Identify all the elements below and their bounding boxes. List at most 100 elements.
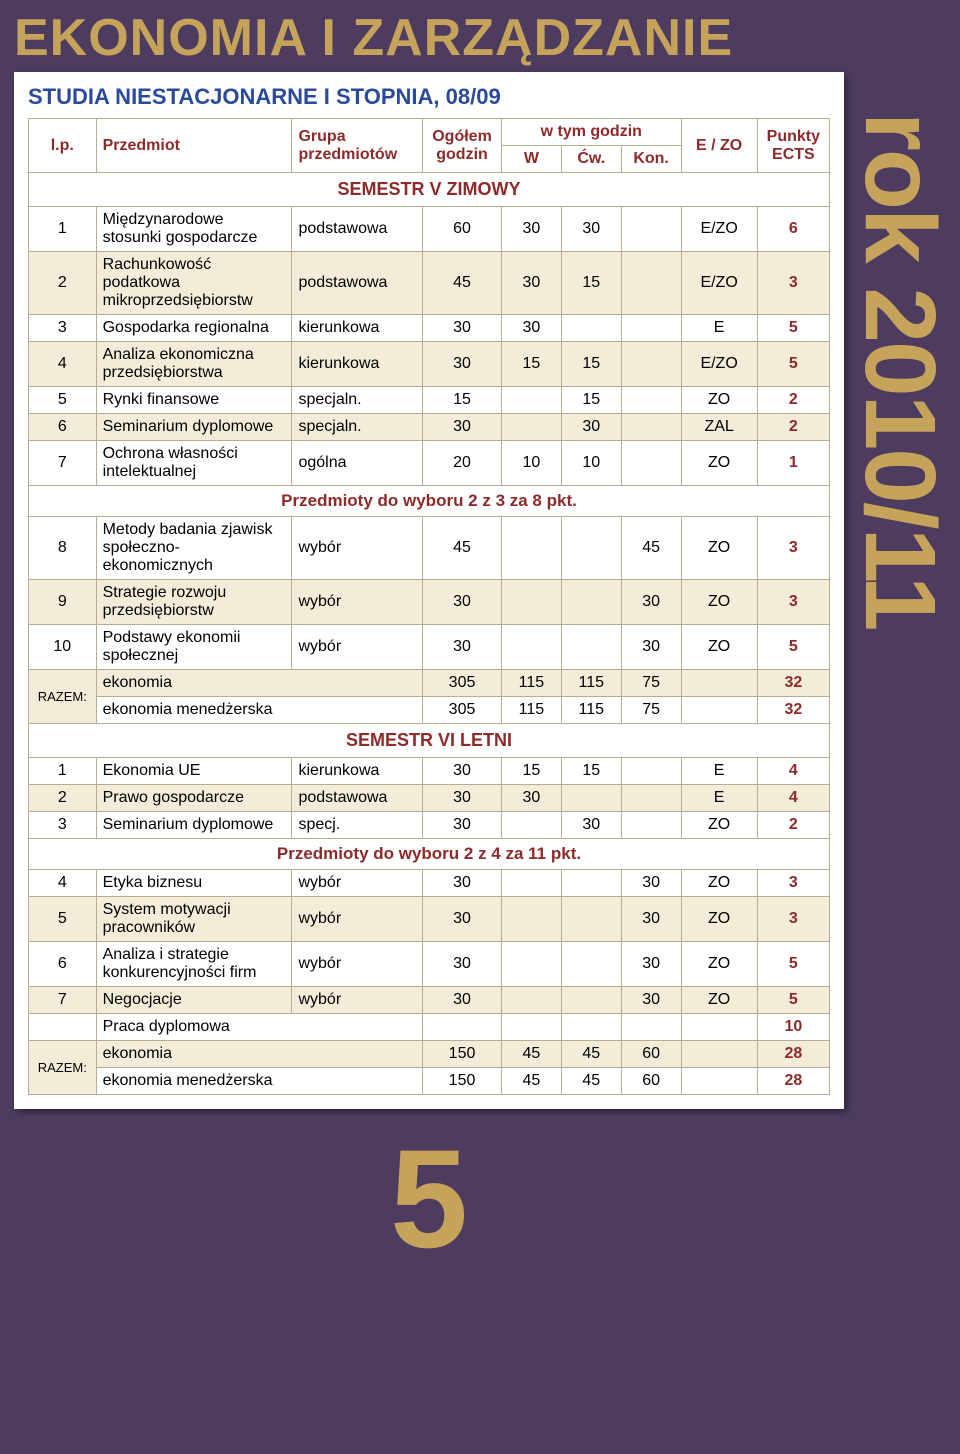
cell-w: 30 [502,785,562,812]
cell-ects: 2 [757,812,829,839]
total-row: ekonomia menedżerska15045456028 [29,1068,830,1095]
table-row: 1Ekonomia UEkierunkowa301515E4 [29,758,830,785]
cell-subject: System motywacji pracowników [96,897,292,942]
table-row: 3Gospodarka regionalnakierunkowa3030E5 [29,315,830,342]
cell-w: 45 [502,1068,562,1095]
cell-lp: 10 [29,625,97,670]
cell-w: 115 [502,697,562,724]
cell-cw [561,580,621,625]
cell-ezo [681,1068,757,1095]
cell-lp: 5 [29,897,97,942]
table-body: SEMESTR V ZIMOWY1Międzynarodowe stosunki… [29,173,830,1095]
cell-subject: Strategie rozwoju przedsiębiorstw [96,580,292,625]
cell-kon [621,785,681,812]
cell-ects: 3 [757,252,829,315]
cell-cw: 15 [561,387,621,414]
cell-w [502,625,562,670]
cell-hours: 30 [423,758,502,785]
cell-subject: Metody badania zjawisk społeczno-ekonomi… [96,517,292,580]
cell-kon [621,315,681,342]
table-row: 5System motywacji pracownikówwybór3030ZO… [29,897,830,942]
praca-label: Praca dyplomowa [96,1014,422,1041]
table-row: 7Negocjacjewybór3030ZO5 [29,987,830,1014]
cell-ects: 32 [757,670,829,697]
col-ects: Punkty ECTS [757,119,829,173]
cell-cw: 30 [561,207,621,252]
cell-hours: 30 [423,897,502,942]
table-row: 6Analiza i strategie konkurencyjności fi… [29,942,830,987]
total-label: ekonomia menedżerska [96,1068,422,1095]
cell-group: wybór [292,870,423,897]
cell-w [502,987,562,1014]
cell-ects: 3 [757,870,829,897]
cell-lp: 9 [29,580,97,625]
cell-cw [561,897,621,942]
col-group: Grupa przedmiotów [292,119,423,173]
cell-kon: 45 [621,517,681,580]
praca-row: Praca dyplomowa 10 [29,1014,830,1041]
cell-hours: 30 [423,812,502,839]
cell-lp: 6 [29,414,97,441]
table-row: 2Prawo gospodarczepodstawowa3030E4 [29,785,830,812]
cell-lp: 2 [29,785,97,812]
cell-kon [621,812,681,839]
cell-group: kierunkowa [292,758,423,785]
total-label: ekonomia menedżerska [96,697,422,724]
cell-group: kierunkowa [292,342,423,387]
cell-ezo [681,1041,757,1068]
cell-lp: 3 [29,315,97,342]
cell-ezo: ZO [681,942,757,987]
cell-cw: 15 [561,758,621,785]
cell-w [502,517,562,580]
cell-kon: 30 [621,580,681,625]
cell-w [502,870,562,897]
cell-kon: 30 [621,987,681,1014]
cell-subject: Negocjacje [96,987,292,1014]
col-including: w tym godzin [502,119,682,146]
cell-ects: 10 [757,1014,829,1041]
cell-subject: Ochrona własności intelektualnej [96,441,292,486]
cell-ects: 5 [757,942,829,987]
cell-hours: 30 [423,942,502,987]
table-row: 4Analiza ekonomiczna przedsiębiorstwakie… [29,342,830,387]
cell-cw: 30 [561,812,621,839]
cell-ects: 5 [757,625,829,670]
cell-subject: Analiza i strategie konkurencyjności fir… [96,942,292,987]
cell-group: wybór [292,987,423,1014]
table-row: 7Ochrona własności intelektualnejogólna2… [29,441,830,486]
total-row: RAZEM:ekonomia3051151157532 [29,670,830,697]
cell-hours: 150 [423,1068,502,1095]
cell-kon: 30 [621,870,681,897]
cell-group: wybór [292,517,423,580]
cell-cw: 45 [561,1068,621,1095]
cell-kon [621,342,681,387]
cell-group: ogólna [292,441,423,486]
cell-hours: 30 [423,625,502,670]
cell-cw: 15 [561,252,621,315]
cell-hours: 45 [423,252,502,315]
cell-cw: 115 [561,670,621,697]
cell-cw: 45 [561,1041,621,1068]
cell-lp: 1 [29,758,97,785]
cell-cw: 30 [561,414,621,441]
col-cw: Ćw. [561,146,621,173]
cell-kon: 30 [621,942,681,987]
cell-ects: 5 [757,315,829,342]
section-header: SEMESTR V ZIMOWY [29,173,830,207]
cell-ezo: ZO [681,870,757,897]
total-label: ekonomia [96,670,422,697]
total-row: RAZEM:ekonomia15045456028 [29,1041,830,1068]
cell-subject: Prawo gospodarcze [96,785,292,812]
col-subject: Przedmiot [96,119,292,173]
cell-hours: 20 [423,441,502,486]
cell-w [502,580,562,625]
cell-ects: 4 [757,758,829,785]
table-row: 10Podstawy ekonomii społecznejwybór3030Z… [29,625,830,670]
cell-ezo: E [681,315,757,342]
cell-kon: 30 [621,897,681,942]
cell-lp: 6 [29,942,97,987]
cell-ects: 4 [757,785,829,812]
cell-kon [621,207,681,252]
curriculum-card: STUDIA NIESTACJONARNE I STOPNIA, 08/09 l… [14,72,844,1109]
cell-lp: 3 [29,812,97,839]
